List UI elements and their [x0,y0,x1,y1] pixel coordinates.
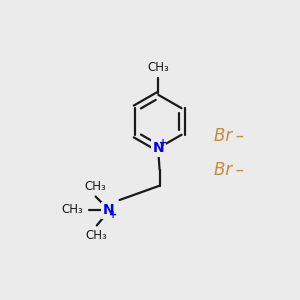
Text: CH₃: CH₃ [85,229,107,242]
Text: CH₃: CH₃ [62,203,83,216]
Text: +: + [109,210,117,220]
Text: CH₃: CH₃ [84,180,106,193]
Text: +: + [160,138,168,148]
Text: N: N [153,141,164,155]
Text: Br –: Br – [214,161,244,179]
Text: CH₃: CH₃ [148,61,169,74]
Text: Br –: Br – [214,128,244,146]
Text: N: N [103,203,114,218]
